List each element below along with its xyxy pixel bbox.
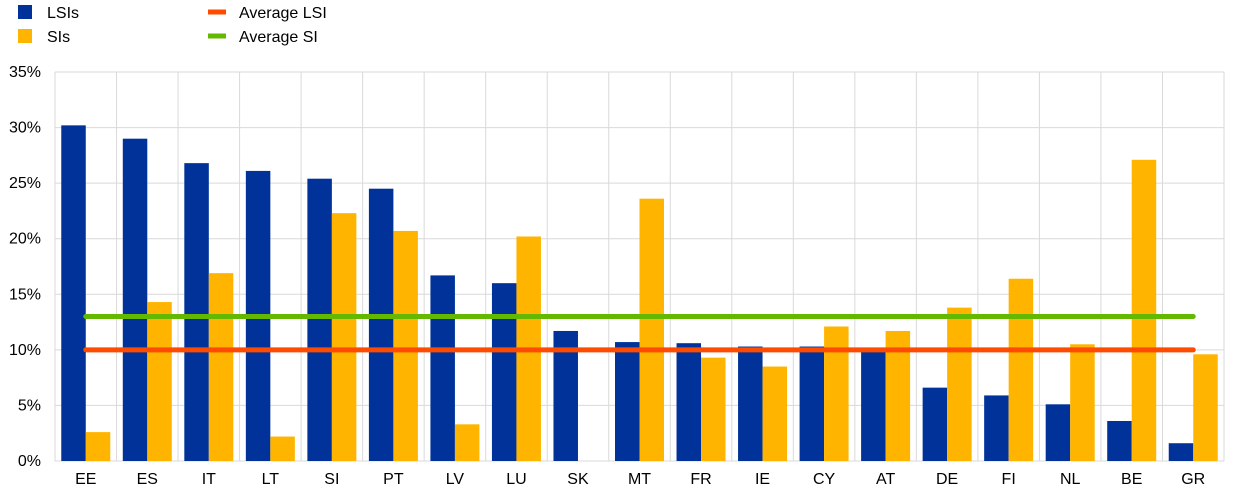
y-tick-label: 20% <box>9 231 41 248</box>
bar-lsis-fi <box>984 395 1009 461</box>
x-axis: EE ES IT LT SI PT LV LU SK MT FR IE CY AT DE FI NL BE GR <box>75 471 1205 488</box>
bar-sis-be <box>1131 159 1157 461</box>
x-tick-label: MT <box>628 471 651 488</box>
x-tick-label: LU <box>506 471 526 488</box>
x-tick-label: FI <box>1002 471 1016 488</box>
legend-label-lsis: LSIs <box>47 5 79 22</box>
x-tick-label: GR <box>1181 471 1205 488</box>
bar-sis-it <box>208 273 234 461</box>
x-tick-label: CY <box>813 471 836 488</box>
x-tick-label: LV <box>446 471 465 488</box>
x-tick-label: PT <box>383 471 404 488</box>
y-tick-label: 35% <box>9 64 41 81</box>
reference-lines <box>83 314 1196 353</box>
bar-sis-pt <box>393 230 418 461</box>
bar-lsis-lv <box>430 275 455 461</box>
bar-sis-lv <box>454 424 480 461</box>
bar-lsis-lu <box>491 283 517 461</box>
bar-lsis-pt <box>368 188 394 461</box>
x-tick-label: DE <box>936 471 958 488</box>
bar-lsis-ie <box>738 346 763 461</box>
y-tick-label: 5% <box>18 397 41 414</box>
legend-swatch-lsis <box>18 5 32 19</box>
y-tick-label: 25% <box>9 175 41 192</box>
bar-lsis-si <box>307 178 332 461</box>
bar-sis-lt <box>270 436 295 461</box>
bar-lsis-es <box>122 138 148 461</box>
x-tick-label: EE <box>75 471 96 488</box>
y-tick-label: 30% <box>9 120 41 137</box>
x-tick-label: ES <box>137 471 158 488</box>
bar-sis-fi <box>1008 278 1034 461</box>
legend-label-sis: SIs <box>47 29 70 46</box>
y-tick-label: 10% <box>9 342 41 359</box>
legend: LSIs SIs Average LSI Average SI <box>18 5 327 46</box>
bar-sis-fr <box>701 357 726 461</box>
bar-lsis-gr <box>1168 443 1194 461</box>
bar-sis-ee <box>85 432 111 461</box>
bar-lsis-it <box>184 163 209 461</box>
bar-sis-si <box>331 213 357 461</box>
x-tick-label: FR <box>690 471 711 488</box>
legend-swatch-sis <box>18 29 32 43</box>
x-tick-label: IE <box>755 471 770 488</box>
bar-sis-ie <box>762 366 788 461</box>
bar-sis-de <box>947 307 972 461</box>
bar-sis-cy <box>824 326 849 461</box>
bar-sis-mt <box>639 198 664 461</box>
x-tick-label: SI <box>324 471 339 488</box>
bar-lsis-cy <box>799 346 825 461</box>
bar-lsis-nl <box>1045 404 1071 461</box>
bar-lsis-ee <box>61 125 86 461</box>
legend-label-average-lsi: Average LSI <box>239 5 327 22</box>
x-tick-label: SK <box>567 471 589 488</box>
bar-lsis-sk <box>553 330 578 461</box>
x-tick-label: AT <box>876 471 895 488</box>
bars <box>61 125 1218 461</box>
bar-sis-nl <box>1070 344 1095 461</box>
bar-sis-es <box>147 302 172 461</box>
bar-lsis-fr <box>676 343 702 461</box>
x-tick-label: NL <box>1060 471 1081 488</box>
y-tick-label: 15% <box>9 286 41 303</box>
bar-sis-at <box>885 330 911 461</box>
x-tick-label: IT <box>202 471 216 488</box>
legend-label-average-si: Average SI <box>239 29 318 46</box>
bar-lsis-be <box>1107 420 1132 461</box>
y-tick-label: 0% <box>18 453 41 470</box>
bar-lsis-at <box>861 349 886 461</box>
x-tick-label: BE <box>1121 471 1142 488</box>
x-tick-label: LT <box>262 471 280 488</box>
y-axis: 0% 5% 10% 15% 20% 25% 30% 35% <box>9 64 41 470</box>
bar-sis-gr <box>1193 354 1218 461</box>
bar-lsis-mt <box>615 342 640 461</box>
bar-lsis-de <box>922 387 948 461</box>
